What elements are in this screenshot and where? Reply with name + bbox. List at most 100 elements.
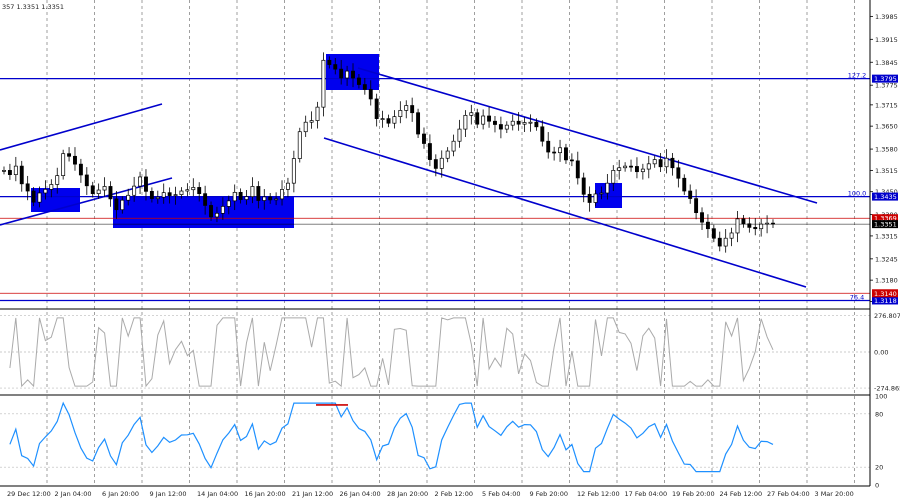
- candle-body: [321, 59, 326, 108]
- candle-body: [96, 189, 101, 194]
- candle-body: [339, 68, 344, 79]
- time-tick-label: 16 Jan 20:00: [245, 490, 286, 498]
- candle-body: [416, 112, 421, 135]
- price-tick-label: 1.3715: [875, 101, 898, 109]
- symbol-header: 357 1.3351 1.3351: [2, 3, 64, 11]
- candle-body: [84, 174, 89, 187]
- candle-body: [220, 206, 225, 214]
- candle-body: [700, 212, 704, 223]
- trend-channel-line: [323, 137, 807, 288]
- candle-body: [297, 131, 302, 159]
- candle-body: [155, 196, 160, 199]
- fib-price-box: [872, 74, 898, 83]
- candle-body: [398, 110, 403, 117]
- candle-body: [244, 196, 249, 200]
- cci-level-label: 0.00: [874, 349, 888, 357]
- fib-level-label: 127.2: [848, 72, 867, 80]
- rsi-tick-label: 20: [875, 464, 883, 472]
- price-marker-box: [872, 289, 898, 298]
- rsi-pane: [0, 401, 870, 473]
- price-axis: 1.3985 1.3915 1.3845 1.3775 1.3715 1.3650 1.35…: [870, 13, 900, 490]
- candle-body: [705, 221, 710, 230]
- candle-body: [120, 199, 125, 211]
- candle-body: [652, 159, 657, 165]
- price-tick-label: 1.3315: [875, 232, 898, 240]
- candle-body: [268, 196, 273, 201]
- candle-body: [49, 184, 54, 190]
- candle-body: [481, 115, 486, 125]
- price-tick-label: 1.3845: [875, 59, 898, 67]
- candle-body: [534, 121, 539, 128]
- candle-body: [226, 200, 231, 207]
- candle-body: [504, 124, 509, 130]
- candle-body: [167, 192, 172, 196]
- candle-body: [741, 218, 746, 225]
- candle-body: [285, 182, 290, 190]
- candle-body: [676, 167, 681, 179]
- price-tick-label: 1.3985: [875, 13, 898, 21]
- time-tick-label: 27 Feb 04:00: [767, 490, 810, 498]
- candle-body: [498, 124, 503, 130]
- candle-body: [392, 116, 397, 124]
- candle-body: [149, 191, 154, 199]
- fib-level-label: 100.0: [848, 190, 867, 198]
- candle-body: [368, 89, 373, 100]
- candle-body: [747, 223, 752, 228]
- cci-pane: [0, 315, 870, 389]
- rsi-line: [9, 401, 774, 473]
- candle-body: [404, 105, 409, 111]
- candle-body: [108, 186, 113, 200]
- trend-channel-line: [0, 103, 163, 151]
- cci-line: [9, 317, 774, 388]
- candle-body: [250, 186, 255, 197]
- cci-level-label: 276.8074: [874, 312, 900, 320]
- candle-body: [238, 191, 243, 200]
- candle-body: [587, 193, 592, 203]
- candle-body: [729, 232, 734, 239]
- rsi-tick-label: 80: [875, 410, 883, 418]
- candle-body: [433, 159, 438, 169]
- candle-body: [374, 98, 379, 119]
- time-tick-label: 29 Dec 12:00: [7, 490, 51, 498]
- candle-body: [67, 153, 72, 157]
- candle-body: [493, 120, 497, 125]
- candle-body: [102, 186, 107, 191]
- candle-body: [629, 165, 633, 168]
- candle-body: [516, 120, 521, 125]
- candle-body: [215, 212, 219, 218]
- price-marker-box: [872, 220, 898, 229]
- candle-body: [522, 122, 527, 125]
- candle-body: [19, 165, 24, 185]
- candle-body: [315, 106, 320, 121]
- candle-body: [362, 84, 367, 90]
- time-tick-label: 5 Feb 04:00: [482, 490, 521, 498]
- candle-body: [469, 112, 474, 116]
- candle-body: [126, 194, 131, 201]
- price-pane: 127.2 100.0 76.4: [0, 0, 870, 486]
- time-tick-label: 24 Feb 12:00: [720, 490, 763, 498]
- candle-body: [144, 176, 148, 192]
- candle-body: [345, 70, 350, 79]
- candle-body: [439, 157, 444, 169]
- time-axis: 29 Dec 12:00 2 Jan 04:00 6 Jan 20:00 9 Jan …: [7, 490, 854, 498]
- candle-body: [546, 140, 551, 153]
- time-tick-label: 19 Feb 20:00: [672, 490, 715, 498]
- candle-body: [256, 186, 261, 201]
- candle-body: [723, 237, 728, 247]
- candle-body: [380, 118, 385, 120]
- candle-body: [78, 163, 83, 176]
- candle-body: [569, 159, 574, 162]
- candle-body: [694, 198, 699, 214]
- candle-body: [593, 193, 598, 203]
- candle-body: [161, 192, 166, 198]
- trend-channel-line: [0, 177, 173, 226]
- time-tick-label: 26 Jan 04:00: [340, 490, 381, 498]
- candle-body: [451, 140, 456, 152]
- candle-body: [487, 115, 492, 122]
- cci-level-label: -274.865: [874, 385, 900, 393]
- price-tick-label: 1.3650: [875, 123, 898, 131]
- candle-body: [457, 128, 462, 142]
- candle-body: [55, 175, 60, 185]
- candle-body: [670, 157, 675, 169]
